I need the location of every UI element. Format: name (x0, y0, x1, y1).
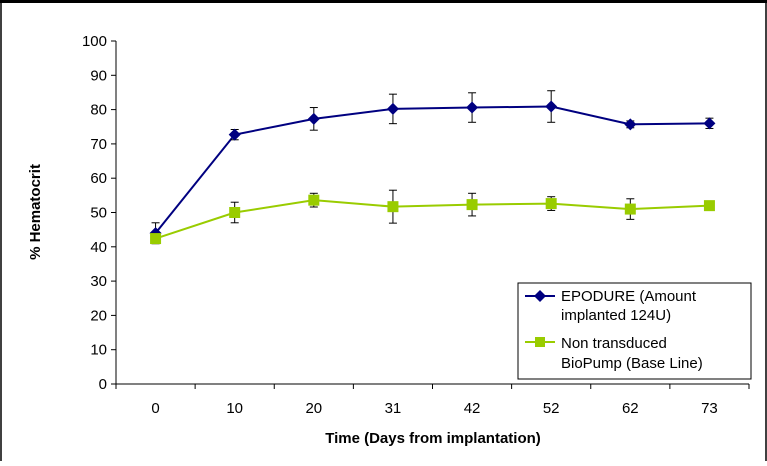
axes: 0 10 20 30 40 50 60 70 80 90 100 0 10 20 31 42 52 62 73 (82, 33, 750, 417)
legend: EPODURE (Amount implanted 124U) Non tran… (517, 282, 752, 380)
legend-label-baseline-line1: Non transduced (561, 335, 667, 352)
y-tick-label: 60 (90, 170, 107, 187)
series-layer (149, 90, 716, 245)
data-point (308, 194, 320, 206)
y-axis-title: % Hematocrit (27, 164, 44, 260)
y-tick-label: 10 (90, 342, 107, 359)
data-point (703, 117, 716, 130)
series-epodure (149, 90, 716, 244)
data-point (624, 203, 636, 215)
y-tick-label: 0 (99, 376, 107, 393)
legend-entry-baseline: Non transduced BioPump (Base Line) (525, 335, 703, 372)
x-tick-label: 42 (464, 400, 481, 417)
series-line (154, 105, 710, 234)
x-tick-label: 10 (226, 400, 243, 417)
y-tick-label: 90 (90, 67, 107, 84)
data-point (545, 100, 558, 113)
legend-marker-baseline (535, 337, 545, 347)
x-tick-label: 62 (622, 400, 639, 417)
y-tick-label: 100 (82, 33, 107, 50)
series-line (155, 199, 710, 240)
data-point (228, 128, 241, 141)
data-point (624, 118, 637, 131)
y-tick-label: 30 (90, 273, 107, 290)
data-point (466, 199, 478, 211)
x-axis-title: Time (Days from implantation) (325, 430, 541, 447)
data-point (150, 233, 162, 245)
legend-label-baseline-line2: BioPump (Base Line) (561, 355, 703, 372)
y-tick-label: 40 (90, 239, 107, 256)
x-tick-label: 73 (701, 400, 718, 417)
series-baseline (150, 189, 715, 245)
data-point (307, 112, 320, 125)
legend-marker-epodure (534, 290, 546, 302)
y-tick-label: 70 (90, 136, 107, 153)
x-tick-label: 0 (151, 400, 159, 417)
data-point (703, 200, 715, 212)
x-tick-label: 20 (305, 400, 322, 417)
y-tick-label: 20 (90, 307, 107, 324)
data-point (229, 207, 241, 218)
legend-box (517, 282, 752, 380)
legend-label-epodure-line2: implanted 124U) (561, 307, 671, 324)
data-point (387, 201, 399, 213)
x-tick-label: 52 (543, 400, 560, 417)
y-tick-label: 50 (90, 205, 107, 222)
data-point (545, 198, 557, 210)
x-tick-label: 31 (385, 400, 402, 417)
data-point (466, 101, 479, 114)
legend-label-epodure-line1: EPODURE (Amount (561, 288, 697, 305)
y-tick-label: 80 (90, 102, 107, 119)
legend-entry-epodure: EPODURE (Amount implanted 124U) (525, 288, 697, 324)
data-point (386, 102, 399, 115)
